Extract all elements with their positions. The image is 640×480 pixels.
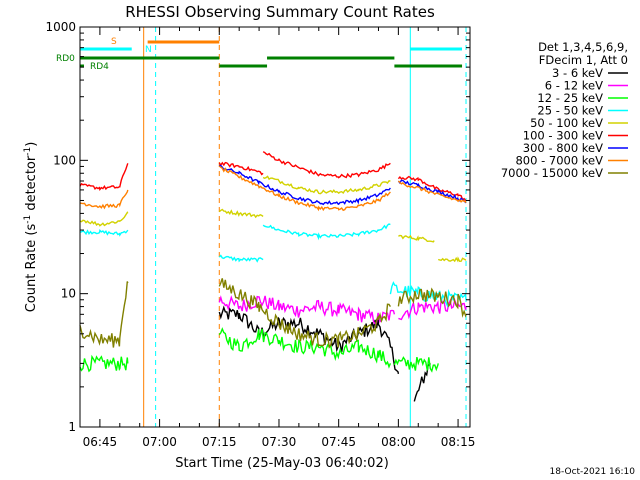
series-line-4-segment-1: [218, 208, 264, 219]
y-axis-title: Count Rate (s-1 detector-1): [23, 142, 39, 313]
series-line-4-segment-4: [438, 256, 467, 263]
plot-frame: [79, 26, 471, 428]
info-line-detectors: Det 1,3,4,5,6,9,: [538, 40, 628, 54]
series-line-3-segment-2: [262, 223, 391, 241]
series-line-8-segment-2: [397, 287, 467, 318]
legend-label-7: 800 - 7000 keV: [515, 154, 603, 168]
series-line-1-segment-0: [218, 295, 396, 325]
y-axis-title-end: ): [24, 142, 39, 147]
y-axis-title-main: Count Rate (s: [24, 224, 39, 313]
series-line-4-segment-3: [398, 234, 435, 243]
x-tick-label-2: 07:15: [202, 435, 237, 449]
x-axis-title: Start Time (25-May-03 06:40:02): [175, 456, 389, 471]
series-line-5-segment-0: [79, 163, 129, 192]
legend-label-2: 12 - 25 keV: [537, 91, 603, 105]
y-axis-title-mid: detector: [24, 155, 39, 215]
flag-label-rd4: RD4: [90, 62, 109, 72]
series-line-4-segment-2: [262, 175, 391, 195]
series-line-5-segment-2: [262, 151, 391, 179]
series-line-2-segment-2: [393, 356, 439, 373]
y-tick-label-0: 1: [68, 420, 76, 434]
series-line-3-segment-1: [218, 254, 264, 263]
series-line-2-segment-0: [79, 354, 129, 373]
legend-label-4: 50 - 100 keV: [530, 116, 603, 130]
x-tick-label-4: 07:45: [321, 435, 356, 449]
series-line-7-segment-0: [79, 189, 129, 210]
series-line-5-segment-1: [218, 161, 264, 176]
series-lines: [79, 151, 467, 402]
info-line-decimation: FDecim 1, Att 0: [539, 53, 628, 67]
legend-label-8: 7000 - 15000 keV: [501, 166, 603, 180]
legend-label-1: 6 - 12 keV: [545, 79, 603, 93]
legend-label-5: 100 - 300 keV: [523, 129, 603, 143]
flag-label-rd0: RD0: [56, 54, 75, 64]
series-line-7-segment-2: [397, 180, 467, 204]
x-tick-label-3: 07:30: [262, 435, 297, 449]
series-line-7-segment-1: [218, 165, 391, 212]
y-axis-title-sup1: -1: [23, 215, 33, 224]
x-tick-label-0: 06:45: [83, 435, 118, 449]
y-tick-label-2: 100: [53, 153, 76, 167]
flag-bars: RD0 RD4 S N: [56, 37, 463, 72]
series-line-8-segment-1: [218, 278, 391, 349]
series-line-5-segment-3: [397, 175, 467, 202]
x-tick-label-1: 07:00: [142, 435, 177, 449]
series-line-6-segment-0: [219, 164, 391, 206]
legend-label-3: 25 - 50 keV: [537, 104, 603, 118]
series-line-8-segment-0: [79, 281, 129, 348]
y-axis-title-sup2: -1: [23, 147, 33, 156]
date-stamp: 18-Oct-2021 16:10: [550, 467, 636, 477]
flag-label-s: S: [111, 37, 117, 47]
series-line-3-segment-0: [79, 228, 129, 237]
x-tick-label-5: 08:00: [381, 435, 416, 449]
legend-label-6: 300 - 800 keV: [523, 141, 603, 155]
chart-title: RHESSI Observing Summary Count Rates: [125, 3, 435, 21]
series-line-4-segment-0: [79, 211, 129, 227]
x-tick-label-6: 08:15: [441, 435, 476, 449]
flag-label-n: N: [145, 45, 152, 55]
y-tick-label-3: 1000: [45, 20, 76, 34]
legend-label-0: 3 - 6 keV: [552, 66, 603, 80]
y-tick-label-1: 10: [61, 287, 76, 301]
axis-ticks: 06:45 07:00 07:15 07:30 07:45 08:00 08:15 1 10 10…: [45, 20, 475, 449]
series-line-2-segment-1: [218, 327, 392, 369]
